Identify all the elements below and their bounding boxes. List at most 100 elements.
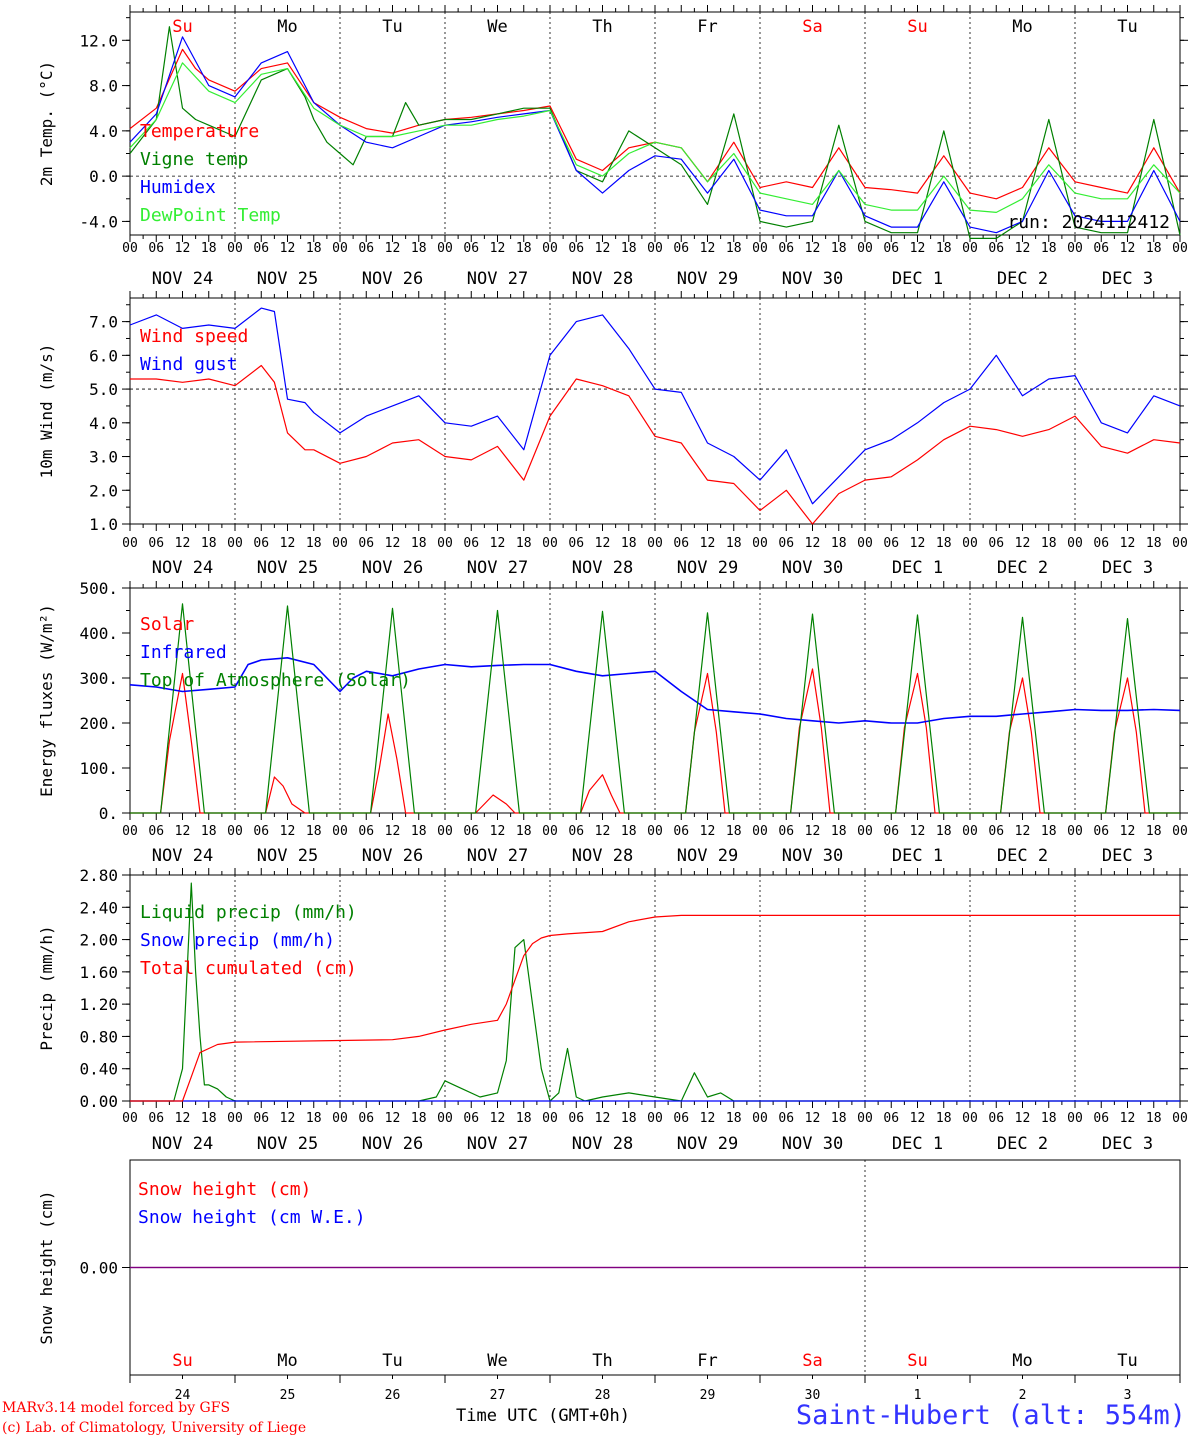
date-label: NOV 26 <box>362 846 423 866</box>
hour-tick-label: 12 <box>910 536 926 551</box>
y-tick-label: 12.0 <box>79 31 118 50</box>
y-tick-label: 0. <box>99 804 118 823</box>
hour-tick-label: 06 <box>778 241 794 256</box>
hour-tick-label: 06 <box>778 1111 794 1126</box>
hour-tick-label: 12 <box>280 536 296 551</box>
series-line-total-cumulated-cm- <box>130 914 1180 1102</box>
hour-tick-label: 12 <box>700 536 716 551</box>
hour-tick-label: 18 <box>831 536 847 551</box>
hour-tick-label: 06 <box>253 241 269 256</box>
day-name-label: Fr <box>697 1351 717 1371</box>
hour-tick-label: 06 <box>778 824 794 839</box>
date-label: NOV 30 <box>782 846 843 866</box>
hour-tick-label: 00 <box>1067 241 1083 256</box>
hour-tick-label: 00 <box>437 1111 453 1126</box>
hour-tick-label: 12 <box>280 824 296 839</box>
date-label: NOV 30 <box>782 558 843 578</box>
wind-frame <box>129 297 1181 525</box>
hour-tick-label: 12 <box>385 241 401 256</box>
hour-tick-label: 06 <box>148 536 164 551</box>
day-name-label: Mo <box>277 17 297 37</box>
hour-tick-label: 00 <box>332 536 348 551</box>
hour-tick-label: 06 <box>463 824 479 839</box>
legend-entry: Snow height (cm) <box>138 1179 311 1200</box>
day-name-label: Fr <box>697 17 717 37</box>
day-name-label: Mo <box>1012 17 1032 37</box>
day-name-label: Th <box>592 17 612 37</box>
time-axis-label: Time UTC (GMT+0h) <box>456 1406 630 1426</box>
y-tick-label: 300. <box>79 669 118 688</box>
hour-tick-label: 18 <box>831 241 847 256</box>
hour-tick-label: 18 <box>201 536 217 551</box>
y-tick-label: 4.0 <box>89 414 118 433</box>
station-name: Saint-Hubert (alt: 554m) <box>795 1400 1186 1431</box>
y-tick-label: 0.40 <box>79 1060 118 1079</box>
hour-tick-label: 18 <box>1041 824 1057 839</box>
date-label: NOV 24 <box>152 269 213 289</box>
hour-tick-label: 00 <box>857 1111 873 1126</box>
day-number-label: 29 <box>700 1388 716 1403</box>
legend-entry: Wind speed <box>140 326 248 347</box>
date-label: DEC 2 <box>997 1134 1048 1154</box>
hour-tick-label: 00 <box>647 536 663 551</box>
y-tick-label: 4.0 <box>89 122 118 141</box>
hour-tick-label: 18 <box>1146 241 1162 256</box>
hour-tick-label: 00 <box>647 824 663 839</box>
hour-tick-label: 06 <box>568 536 584 551</box>
series-line-infrared <box>129 656 1181 724</box>
hour-tick-label: 00 <box>647 241 663 256</box>
hour-tick-label: 18 <box>1041 536 1057 551</box>
date-label: NOV 27 <box>467 846 528 866</box>
hour-tick-label: 00 <box>437 536 453 551</box>
series-line-top-of-atmosphere-solar- <box>130 603 1180 814</box>
day-name-label: Th <box>592 1351 612 1371</box>
hour-tick-label: 06 <box>463 1111 479 1126</box>
legend-entry: Vigne temp <box>140 149 248 170</box>
date-label: DEC 2 <box>997 558 1048 578</box>
hour-tick-label: 12 <box>805 241 821 256</box>
y-tick-label: 2.00 <box>79 931 118 950</box>
y-tick-label: 2.0 <box>89 481 118 500</box>
date-label: DEC 3 <box>1102 269 1153 289</box>
hour-tick-label: 18 <box>411 241 427 256</box>
hour-tick-label: 00 <box>122 1111 138 1126</box>
legend-entry: Total cumulated (cm) <box>140 958 357 979</box>
hour-tick-label: 18 <box>411 1111 427 1126</box>
date-label: NOV 27 <box>467 558 528 578</box>
hour-tick-label: 06 <box>463 536 479 551</box>
hour-tick-label: 18 <box>516 241 532 256</box>
hour-tick-label: 18 <box>936 536 952 551</box>
legend-entry: Liquid precip (mm/h) <box>140 902 357 923</box>
hour-tick-label: 00 <box>437 824 453 839</box>
hour-tick-label: 06 <box>358 824 374 839</box>
date-label: NOV 29 <box>677 1134 738 1154</box>
day-name-label: Tu <box>382 17 402 37</box>
day-number-label: 1 <box>914 1388 922 1403</box>
hour-tick-label: 00 <box>227 536 243 551</box>
day-number-label: 24 <box>175 1388 191 1403</box>
hour-tick-label: 00 <box>1067 824 1083 839</box>
precip-panel: 00 06 12 18 00 06 12 18 00 06 12 18 00 06 12 18 00 06 12 18… <box>37 866 1188 1154</box>
run-annotation: run: 2024112412 <box>1007 212 1170 233</box>
y-tick-label: 0.00 <box>79 1259 118 1278</box>
hour-tick-label: 12 <box>595 536 611 551</box>
date-label: NOV 28 <box>572 1134 633 1154</box>
y-tick-label: 2.40 <box>79 898 118 917</box>
hour-tick-label: 06 <box>1093 1111 1109 1126</box>
hour-tick-label: 06 <box>463 241 479 256</box>
series-line-wind-speed <box>130 364 1181 525</box>
date-label: DEC 1 <box>892 846 943 866</box>
hour-tick-label: 18 <box>936 824 952 839</box>
hour-tick-label: 18 <box>621 824 637 839</box>
y-tick-label: 7.0 <box>89 313 118 332</box>
date-label: NOV 25 <box>257 558 318 578</box>
hour-tick-label: 00 <box>542 536 558 551</box>
y-tick-label: 1.60 <box>79 963 118 982</box>
hour-tick-label: 18 <box>1041 1111 1057 1126</box>
hour-tick-label: 06 <box>673 824 689 839</box>
hour-tick-label: 00 <box>752 536 768 551</box>
hour-tick-label: 06 <box>253 536 269 551</box>
day-name-label: Su <box>907 17 927 37</box>
series-line-humidex <box>129 36 1181 234</box>
hour-tick-label: 18 <box>831 1111 847 1126</box>
